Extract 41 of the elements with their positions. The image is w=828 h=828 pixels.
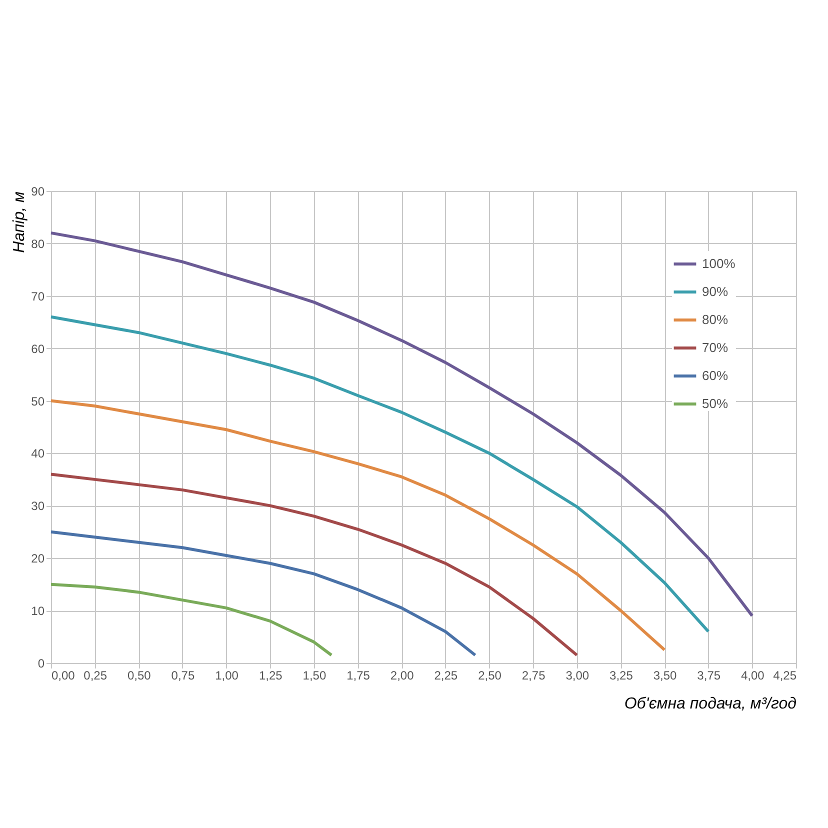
y-tick-label: 20 (31, 552, 45, 566)
y-axis-title: Напір, м (11, 191, 28, 253)
legend-label: 50% (702, 396, 728, 411)
x-tick-label: 3,75 (697, 668, 721, 682)
x-tick-label: 4,25 (773, 668, 797, 682)
y-tick-label: 30 (31, 499, 45, 514)
x-axis-title: Об'ємна подача, м³/год (624, 696, 797, 712)
x-tick-label: 1,50 (302, 668, 326, 682)
y-tick-label: 40 (31, 446, 45, 461)
line-series (50, 530, 477, 657)
x-tick-label: 0,50 (127, 668, 152, 682)
y-tick-label: 10 (31, 604, 45, 618)
legend-label: 100% (702, 256, 736, 271)
x-tick-label: 1,00 (215, 668, 239, 682)
legend-label: 90% (702, 284, 728, 299)
x-tick-label: 3,00 (566, 668, 590, 682)
line-series (50, 399, 666, 652)
line-series (50, 582, 333, 657)
x-tick-label: 3,25 (610, 668, 634, 682)
x-tick-label: 1,75 (346, 668, 370, 682)
x-tick-label: 0,00 (52, 668, 76, 682)
legend-label: 80% (702, 312, 728, 327)
x-tick-label: 2,75 (522, 668, 546, 682)
x-tick-label: 2,00 (390, 668, 414, 682)
x-tick-label: 1,25 (258, 668, 283, 682)
y-tick-label: 60 (31, 342, 45, 356)
legend-label: 70% (702, 340, 728, 355)
x-tick-label: 4,00 (740, 668, 765, 682)
x-tick-label: 2,50 (478, 668, 502, 682)
line-series (50, 472, 578, 657)
x-tick-label: 3,50 (653, 668, 678, 682)
y-tick-label: 50 (31, 394, 45, 408)
x-tick-label: 0,75 (171, 668, 195, 682)
y-tick-label: 80 (31, 236, 45, 251)
line-series (50, 231, 754, 618)
y-tick-label: 70 (31, 289, 45, 304)
y-tick-label: 0 (38, 656, 45, 670)
y-tick-label: 90 (31, 184, 45, 198)
x-tick-label: 2,25 (434, 668, 458, 682)
x-tick-label: 0,25 (84, 668, 108, 682)
legend-label: 60% (702, 368, 728, 383)
